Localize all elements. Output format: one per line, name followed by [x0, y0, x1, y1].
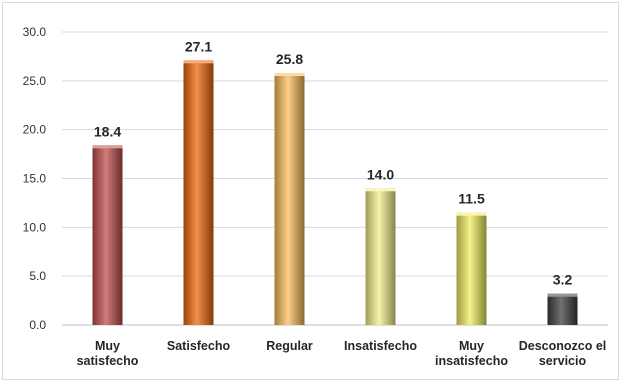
data-label: 25.8 [276, 51, 303, 67]
y-tick-label: 0.0 [29, 318, 46, 332]
x-tick-label: insatisfecho [435, 354, 508, 368]
data-label: 3.2 [553, 272, 573, 288]
grid-lines [62, 31, 608, 326]
bar [456, 212, 487, 325]
x-tick-label: Desconozco el [519, 339, 607, 353]
y-tick-label: 25.0 [23, 74, 47, 88]
x-tick-label: Insatisfecho [344, 339, 417, 353]
bar-top [183, 60, 214, 64]
bar [274, 73, 305, 326]
y-tick-label: 5.0 [29, 269, 46, 283]
bars [92, 60, 578, 326]
x-tick-label: Muy [459, 339, 484, 353]
y-axis: 0.0 5.0 10.0 15.0 20.0 25.0 30.0 [23, 25, 47, 332]
y-tick-label: 15.0 [23, 172, 47, 186]
bar-top [456, 212, 487, 216]
bar-top [92, 145, 123, 149]
bar [547, 293, 578, 325]
x-tick-label: Satisfecho [167, 339, 231, 353]
data-labels: 18.4 27.1 25.8 14.0 11.5 3.2 [94, 38, 573, 287]
x-tick-label: servicio [539, 354, 587, 368]
x-tick-label: Regular [266, 339, 313, 353]
bar [365, 188, 396, 325]
x-tick-label: Muy [95, 339, 120, 353]
bar-top [274, 73, 305, 77]
y-tick-label: 30.0 [23, 25, 47, 39]
data-label: 11.5 [458, 191, 485, 207]
y-tick-label: 10.0 [23, 220, 47, 234]
bar [183, 60, 214, 325]
bar [92, 145, 123, 325]
data-label: 14.0 [367, 166, 394, 182]
data-label: 18.4 [94, 123, 121, 139]
bar-top [365, 188, 396, 192]
data-label: 27.1 [185, 38, 212, 54]
y-tick-label: 20.0 [23, 123, 47, 137]
bar-top [547, 293, 578, 297]
x-tick-label: satisfecho [77, 354, 139, 368]
